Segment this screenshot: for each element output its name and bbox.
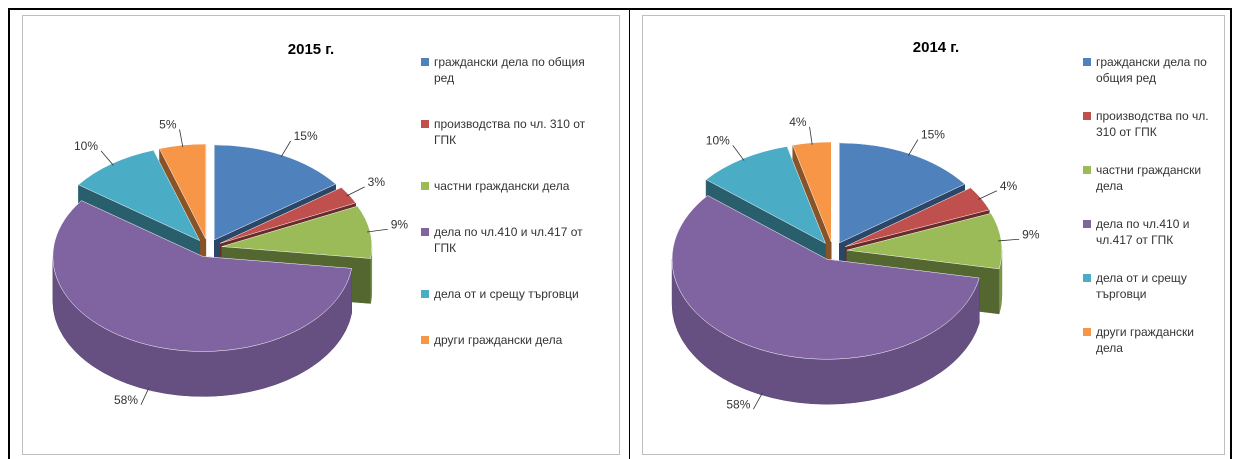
legend-item: частни граждански дела: [421, 178, 596, 194]
legend-swatch: [421, 336, 429, 344]
leader-line: [732, 145, 745, 161]
chart-title: 2014 г.: [913, 39, 959, 56]
legend-item: граждански дела по общия ред: [421, 54, 596, 86]
data-label: 4%: [789, 115, 807, 129]
chart-frame: 2014 г. 4% 15% 10% 4% 9% 58% граждански дела по…: [642, 15, 1225, 455]
legend-item: граждански дела по общия ред: [1083, 54, 1218, 86]
legend-label: други граждански дела: [1096, 325, 1194, 355]
chart-title: 2015 г.: [288, 41, 334, 58]
leader-line: [346, 186, 365, 197]
data-label: 58%: [726, 397, 750, 411]
legend-item: производства по чл. 310 от ГПК: [1083, 108, 1218, 140]
leader-line: [907, 139, 919, 156]
legend-label: частни граждански дела: [434, 179, 570, 193]
legend-swatch: [1083, 220, 1091, 228]
legend-item: други граждански дела: [421, 332, 596, 348]
legend-swatch: [421, 120, 429, 128]
legend-swatch: [1083, 274, 1091, 282]
slice: [52, 200, 352, 397]
legend-item: други граждански дела: [1083, 324, 1218, 356]
leader-line: [753, 392, 763, 410]
legend-item: дела от и срещу търговци: [1083, 270, 1218, 302]
legend-item: дела по чл.410 и чл.417 от ГПК: [1083, 216, 1218, 248]
data-label: 9%: [1022, 227, 1040, 241]
leader-line: [978, 190, 998, 200]
slice-top: [671, 195, 980, 360]
legend-swatch: [1083, 112, 1091, 120]
data-label: 10%: [706, 134, 730, 148]
legend-label: дела по чл.410 и чл.417 от ГПК: [1096, 217, 1190, 247]
data-label: 4%: [1000, 179, 1018, 193]
legend-swatch: [1083, 166, 1091, 174]
legend-item: дела по чл.410 и чл.417 от ГПК: [421, 224, 596, 256]
legend-swatch: [421, 58, 429, 66]
legend-label: дела от и срещу търговци: [1096, 271, 1187, 301]
data-label: 5%: [159, 118, 177, 132]
slice-top: [52, 200, 352, 352]
legend-item: дела от и срещу търговци: [421, 286, 596, 302]
legend: граждански дела по общия ред производства…: [1083, 54, 1218, 356]
table-cell: [630, 8, 1232, 459]
chart-frame: 2015 г. 5% 15% 10% 3% 9% 58% граждански дела по…: [22, 15, 620, 455]
legend-item: частни граждански дела: [1083, 162, 1218, 194]
table-cell: [8, 8, 630, 459]
data-label: 9%: [391, 217, 409, 231]
data-label: 58%: [114, 393, 138, 407]
data-label: 15%: [921, 128, 945, 142]
legend-swatch: [1083, 328, 1091, 336]
leader-line: [809, 126, 813, 145]
data-label: 10%: [74, 139, 98, 153]
legend-label: производства по чл. 310 от ГПК: [1096, 109, 1209, 139]
slice: [671, 195, 980, 405]
legend-label: дела по чл.410 и чл.417 от ГПК: [434, 225, 583, 255]
legend-swatch: [421, 182, 429, 190]
leader-line: [998, 238, 1020, 242]
chart: 2014 г. 4% 15% 10% 4% 9% 58%: [671, 39, 1040, 411]
legend-label: производства по чл. 310 от ГПК: [434, 117, 586, 147]
legend-swatch: [421, 228, 429, 236]
legend-label: други граждански дела: [434, 333, 563, 347]
chart: 2015 г. 5% 15% 10% 3% 9% 58%: [52, 41, 409, 407]
leader-line: [140, 387, 150, 405]
legend-swatch: [1083, 58, 1091, 66]
leader-line: [366, 228, 388, 233]
data-label: 15%: [294, 129, 318, 143]
legend-label: дела от и срещу търговци: [434, 287, 579, 301]
legend-item: производства по чл. 310 от ГПК: [421, 116, 596, 148]
leader-line: [179, 129, 184, 148]
legend-label: граждански дела по общия ред: [1096, 55, 1207, 85]
leader-line: [100, 150, 114, 166]
leader-line: [280, 140, 291, 158]
legend-swatch: [421, 290, 429, 298]
data-label: 3%: [368, 175, 386, 189]
legend: граждански дела по общия ред производства…: [421, 54, 596, 348]
legend-label: граждански дела по общия ред: [434, 55, 585, 85]
legend-label: частни граждански дела: [1096, 163, 1202, 193]
